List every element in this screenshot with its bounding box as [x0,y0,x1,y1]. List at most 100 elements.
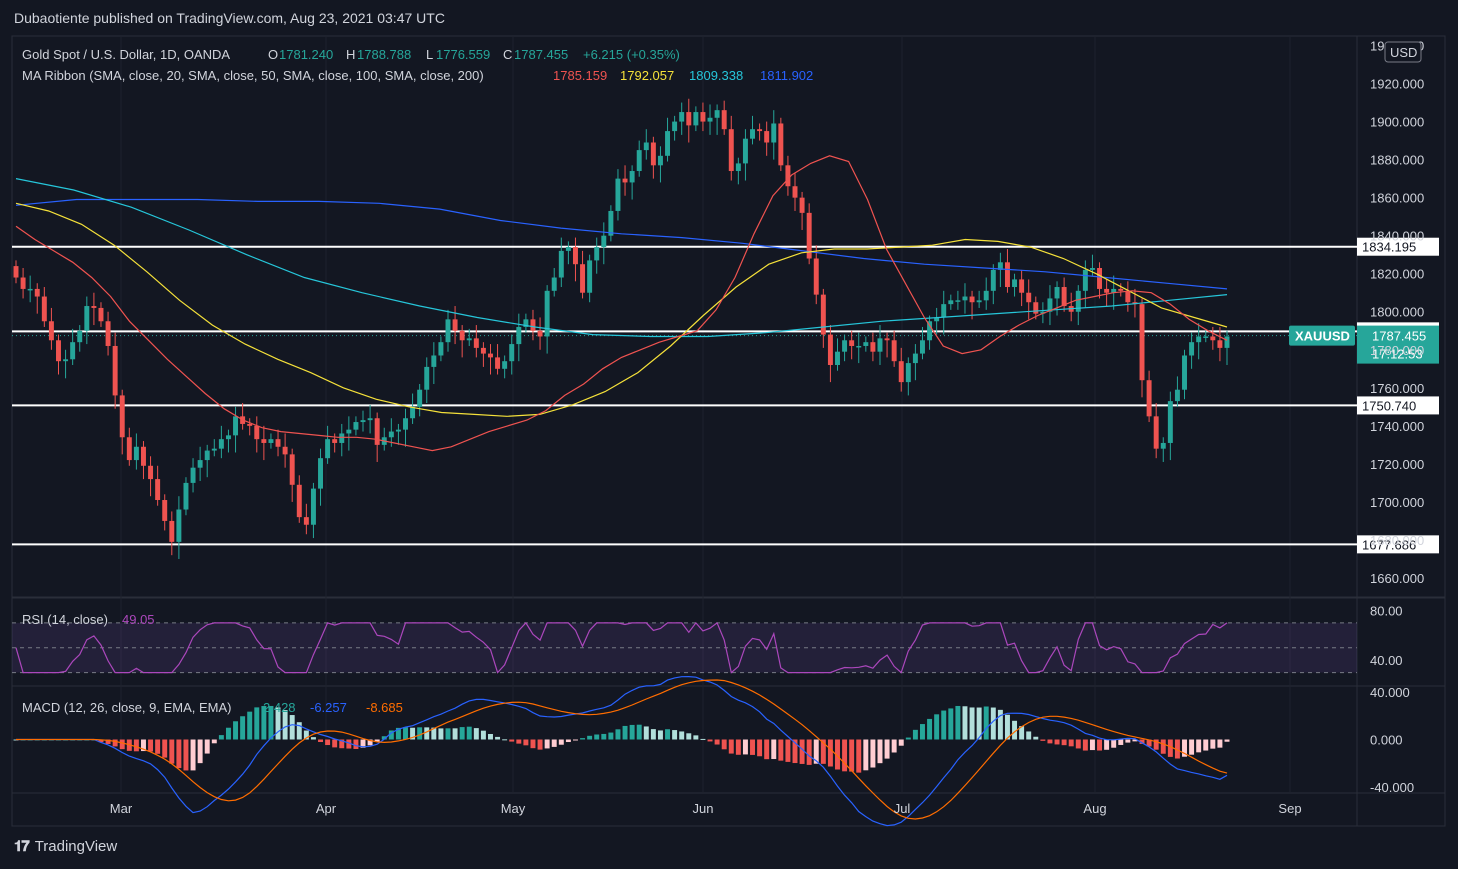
candle-body [169,520,175,542]
macd-histogram-bar [1189,739,1195,755]
macd-pane [13,675,1230,827]
candle-body [1203,336,1209,338]
candle-body [601,235,607,248]
symbol-badge [1289,325,1355,346]
svg-text:2.428: 2.428 [263,700,296,715]
candle-body [126,437,132,461]
macd-histogram-bar [155,739,161,754]
macd-histogram-bar [1026,731,1032,740]
candle-body [1217,340,1223,348]
candle-body [1196,336,1202,343]
macd-histogram-bar [261,706,267,740]
candle-body [310,488,316,525]
svg-text:1811.902: 1811.902 [760,68,813,83]
candle-body [509,344,515,362]
candle-body [544,290,550,337]
candle-body [473,338,479,348]
macd-histogram-bar [148,739,154,752]
price-tick-label: 1820.000 [1370,267,1424,282]
candle-body [657,155,663,166]
candle-body [105,321,111,346]
candle-body [77,330,83,343]
candle-body [480,347,486,354]
candle-body [891,340,897,362]
candle-body [920,340,925,354]
macd-histogram-bar [934,714,940,740]
macd-histogram-bar [636,724,642,740]
macd-histogram-bar [827,739,833,767]
svg-text:O: O [268,47,278,62]
footer-brand[interactable]: 𝟏𝟕 TradingView [14,838,117,855]
candle-body [997,262,1003,270]
candle-body [983,290,989,301]
svg-text:1776.559: 1776.559 [436,47,490,62]
macd-histogram-bar [693,735,699,740]
candle-body [1153,416,1159,449]
macd-histogram-bar [1012,720,1018,740]
candle-body [778,123,784,166]
macd-histogram-bar [997,709,1003,740]
candle-body [56,340,61,362]
macd-histogram-bar [162,739,168,758]
svg-text:1781.240: 1781.240 [279,47,333,62]
candle-body [905,363,911,383]
candle-body [211,448,217,451]
candle-body [643,142,649,151]
candle-body [898,361,904,383]
candle-body [1118,288,1124,291]
rsi-tick-label: 40.00 [1370,653,1403,668]
rsi-line [15,621,1228,674]
candle-body [388,431,394,438]
sma50-line [15,202,1228,417]
sma100-line [15,178,1228,338]
macd-histogram-bar [360,739,366,748]
macd-histogram-bar [346,739,352,749]
tv-logo-icon: 𝟏𝟕 [14,838,30,855]
candle-body [530,319,536,331]
candle-body [615,178,621,211]
candle-body [353,422,359,430]
macd-histogram-bar [1082,739,1088,751]
candle-body [523,319,529,327]
macd-histogram-bar [395,727,401,740]
macd-histogram-bar [1139,739,1145,744]
macd-histogram-bar [1125,739,1131,743]
macd-histogram-bar [742,739,748,755]
candle-body [197,460,203,468]
macd-histogram-bar [820,739,826,764]
macd-histogram-bar [665,729,671,740]
macd-histogram-bar [643,726,649,740]
macd-histogram-bar [714,739,720,745]
macd-histogram-bar [105,739,111,745]
symbol-title: Gold Spot / U.S. Dollar, 1D, OANDA [22,47,230,62]
svg-text:MA Ribbon (SMA, close, 20, SMA: MA Ribbon (SMA, close, 20, SMA, close, 5… [22,68,484,83]
symbol-badge-label: XAUUSD [1295,329,1350,344]
axes: 1940.0001920.0001900.0001880.0001860.000… [110,39,1424,816]
level-price-badge [1357,237,1439,256]
time-tick-label: Sep [1278,801,1301,816]
macd-histogram-bar [1040,739,1046,741]
macd-histogram-bar [176,739,182,769]
price-tick-label: 1760.000 [1370,381,1424,396]
candle-body [254,425,260,440]
macd-histogram-bar [204,739,210,754]
macd-histogram-bar [289,715,295,740]
candle-body [183,482,189,510]
macd-histogram-bar [863,739,869,771]
macd-histogram-bar [254,707,260,740]
svg-text:1809.338: 1809.338 [689,68,743,83]
price-tick-label: 1920.000 [1370,77,1424,92]
macd-histogram-bar [190,739,196,771]
macd-histogram-bar [332,739,338,748]
macd-histogram-bar [488,733,493,740]
candle-body [537,330,543,337]
macd-histogram-bar [927,718,933,740]
candle-body [976,300,982,303]
candle-body [877,338,883,352]
candle-body [1033,302,1039,314]
macd-histogram-bar [466,726,472,740]
macd-histogram-bar [778,739,784,761]
candle-body [962,296,968,301]
candle-body [1125,290,1131,303]
